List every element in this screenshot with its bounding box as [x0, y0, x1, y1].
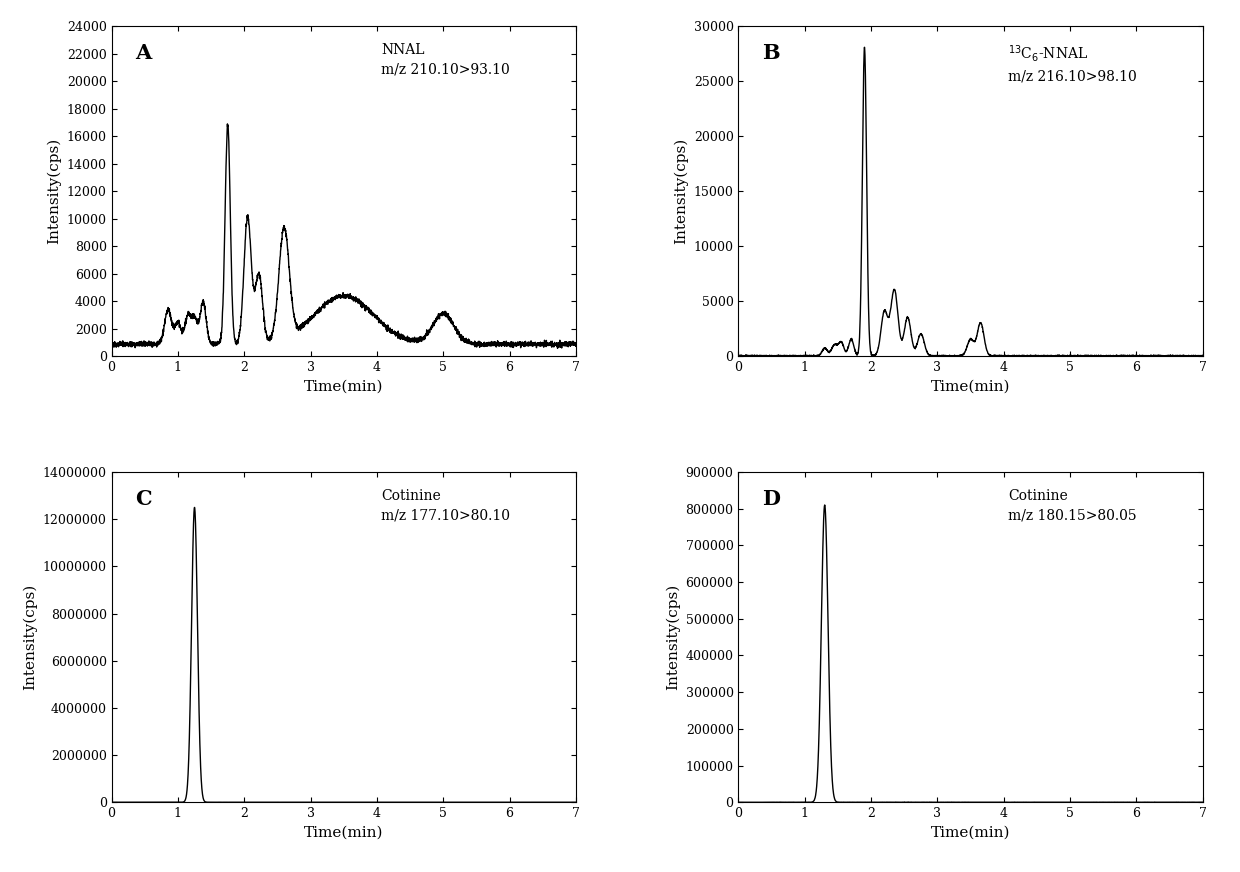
Y-axis label: Intensity(cps): Intensity(cps) — [673, 138, 688, 244]
Text: B: B — [761, 43, 779, 63]
X-axis label: Time(min): Time(min) — [304, 826, 383, 840]
Text: A: A — [135, 43, 151, 63]
X-axis label: Time(min): Time(min) — [931, 826, 1011, 840]
Text: C: C — [135, 488, 151, 508]
Text: $^{13}$C$_6$-NNAL
m/z 216.10>98.10: $^{13}$C$_6$-NNAL m/z 216.10>98.10 — [1008, 43, 1137, 83]
Y-axis label: Intensity(cps): Intensity(cps) — [47, 138, 61, 244]
X-axis label: Time(min): Time(min) — [304, 380, 383, 394]
Text: Cotinine
m/z 180.15>80.05: Cotinine m/z 180.15>80.05 — [1008, 488, 1136, 522]
Y-axis label: Intensity(cps): Intensity(cps) — [666, 584, 680, 691]
X-axis label: Time(min): Time(min) — [931, 380, 1011, 394]
Text: Cotinine
m/z 177.10>80.10: Cotinine m/z 177.10>80.10 — [381, 488, 510, 522]
Text: D: D — [761, 488, 780, 508]
Y-axis label: Intensity(cps): Intensity(cps) — [22, 584, 37, 691]
Text: NNAL
m/z 210.10>93.10: NNAL m/z 210.10>93.10 — [381, 43, 510, 76]
